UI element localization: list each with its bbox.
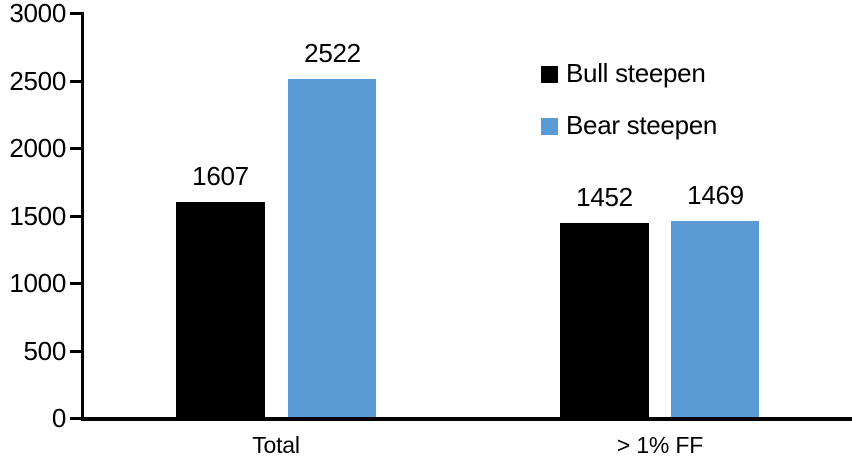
y-tick-mark (70, 350, 82, 353)
x-category-label-gt1ff: > 1% FF (616, 432, 704, 458)
legend-swatch-icon (541, 66, 558, 83)
y-tick-label: 1500 (9, 201, 66, 231)
bar-value-label: 1452 (576, 182, 633, 212)
y-tick-mark (70, 215, 82, 218)
y-tick-label: 3000 (9, 0, 66, 28)
bar-bull-total[interactable] (176, 202, 265, 419)
y-axis-line (81, 12, 84, 421)
legend-label: Bear steepen (566, 110, 718, 140)
y-tick-label: 500 (23, 336, 67, 366)
y-tick-mark (70, 12, 82, 15)
bar-value-label: 2522 (304, 38, 361, 68)
y-tick-mark (70, 80, 82, 83)
bar-bear-total[interactable] (288, 79, 376, 419)
y-tick-mark (70, 282, 82, 285)
y-tick-mark (70, 417, 82, 420)
y-tick-mark (70, 147, 82, 150)
y-tick-label: 2000 (9, 133, 66, 163)
bar-value-label: 1607 (192, 161, 249, 191)
legend-label: Bull steepen (566, 58, 706, 88)
x-axis-line (81, 417, 852, 421)
y-tick-label: 1000 (9, 268, 66, 298)
legend-swatch-icon (541, 118, 558, 135)
y-tick-label: 0 (51, 403, 66, 433)
y-tick-label: 2500 (9, 66, 66, 96)
bar-bull-gt1ff[interactable] (560, 223, 649, 419)
x-category-label-total: Total (252, 432, 300, 458)
bar-bear-gt1ff[interactable] (671, 221, 759, 419)
bar-value-label: 1469 (687, 180, 744, 210)
